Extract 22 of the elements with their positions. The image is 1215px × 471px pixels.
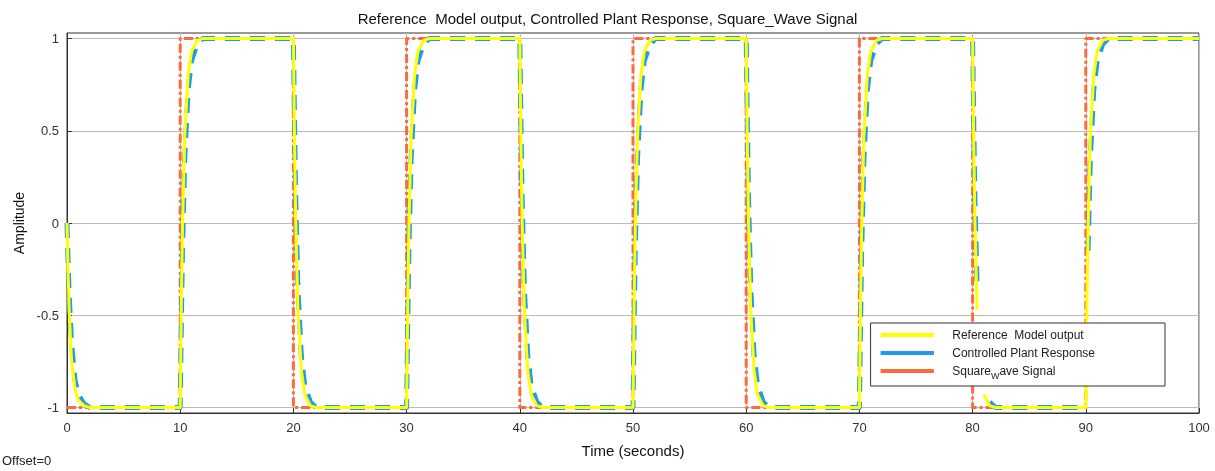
legend-label: Reference Model output bbox=[952, 328, 1085, 342]
x-tick-label: 50 bbox=[625, 420, 641, 435]
x-tick-label: 90 bbox=[1078, 420, 1094, 435]
x-tick-label: 40 bbox=[512, 420, 528, 435]
x-axis-title: Time (seconds) bbox=[581, 442, 685, 459]
y-axis-title: Amplitude bbox=[10, 191, 27, 255]
y-tick-label: 0 bbox=[51, 215, 59, 231]
y-tick-label: -0.5 bbox=[36, 307, 59, 323]
text: Offset=0 bbox=[2, 453, 52, 468]
legend-label: Controlled Plant Response bbox=[952, 346, 1096, 360]
chart-title: Reference Model output, Controlled Plant Response, Square_Wave Signal bbox=[357, 10, 858, 27]
x-tick-label: 20 bbox=[286, 420, 301, 435]
x-tick-label: 80 bbox=[965, 420, 980, 435]
x-tick-label: 60 bbox=[738, 420, 754, 435]
y-tick-label: 1 bbox=[51, 31, 59, 47]
x-tick-label: 100 bbox=[1188, 420, 1210, 435]
y-tick-label: 0.5 bbox=[40, 123, 59, 139]
x-tick-label: 70 bbox=[852, 420, 867, 435]
x-tick-label: 30 bbox=[399, 420, 414, 435]
x-tick-label: 10 bbox=[172, 420, 188, 435]
y-tick-label: -1 bbox=[47, 399, 59, 415]
x-tick-label: 0 bbox=[63, 420, 71, 435]
